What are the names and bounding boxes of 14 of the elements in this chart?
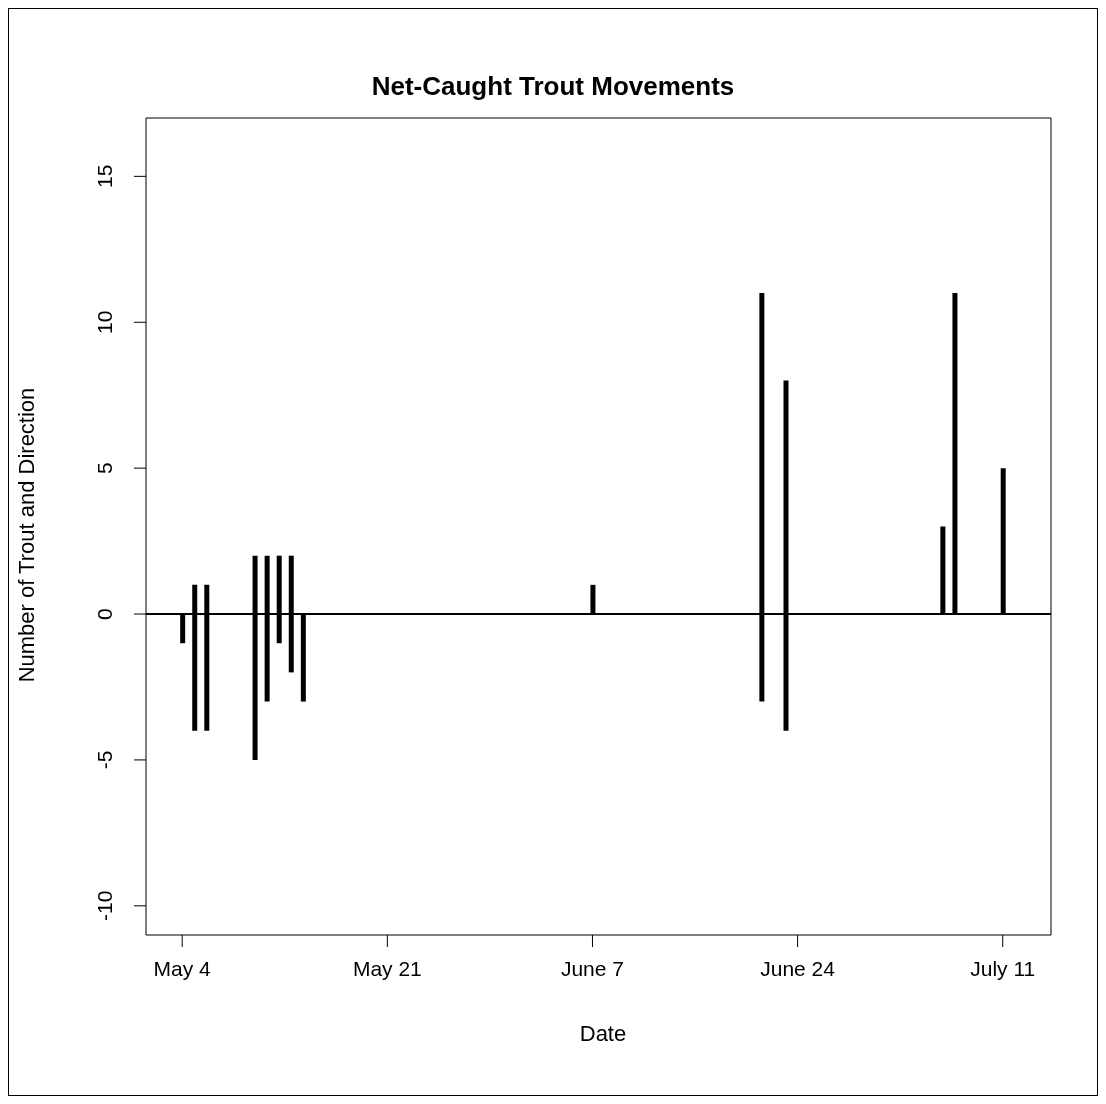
x-tick-label: June 24	[760, 956, 836, 980]
y-axis-title: Number of Trout and Direction	[14, 387, 40, 683]
y-tick-label: 5	[93, 462, 116, 474]
y-tick-label: -10	[93, 890, 116, 921]
x-tick-label: May 4	[153, 956, 212, 980]
x-tick-label: May 21	[352, 956, 422, 980]
y-tick-label: -5	[93, 750, 116, 770]
chart-title: Net-Caught Trout Movements	[370, 71, 736, 102]
y-tick-label: 10	[93, 310, 116, 334]
x-tick-label: June 7	[560, 956, 624, 980]
y-tick-label: 0	[93, 608, 116, 620]
y-tick-label: 15	[93, 164, 116, 189]
x-tick-label: July 11	[970, 956, 1036, 980]
x-axis-title: Date	[578, 1021, 628, 1047]
